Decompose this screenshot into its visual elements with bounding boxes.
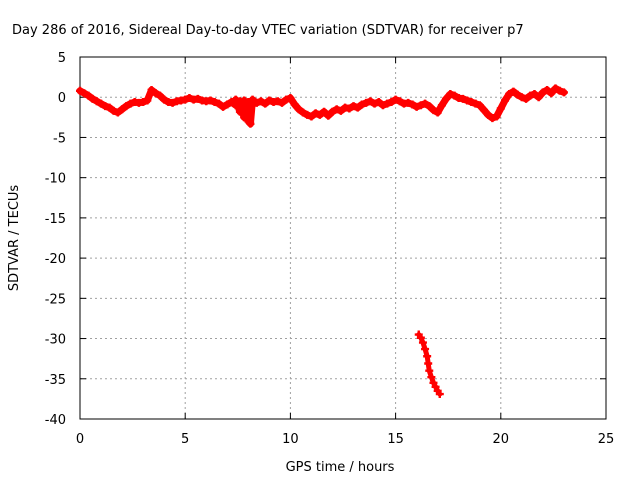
x-tick-label: 15 (387, 432, 404, 447)
y-tick-label: -40 (45, 413, 66, 428)
data-points (76, 84, 568, 399)
y-axis-label: SDTVAR / TECUs (7, 185, 22, 292)
grid-lines (80, 57, 606, 419)
y-tick-label: 5 (58, 51, 66, 66)
data-band-main (76, 84, 568, 128)
x-tick-label: 20 (493, 432, 510, 447)
y-tick-label: -15 (45, 212, 66, 227)
x-tick-label: 25 (598, 432, 615, 447)
y-tick-label: -10 (45, 172, 66, 187)
x-tick-label: 5 (181, 432, 189, 447)
plot-frame (79, 56, 607, 420)
chart-title: Day 286 of 2016, Sidereal Day-to-day VTE… (12, 23, 524, 38)
x-axis-ticks: 0 5 10 15 20 25 (76, 57, 614, 447)
y-tick-label: 0 (58, 91, 66, 106)
y-tick-label: -30 (45, 333, 66, 348)
x-tick-label: 0 (76, 432, 84, 447)
data-band-low (416, 332, 443, 397)
y-tick-label: -5 (53, 131, 66, 146)
x-axis-label: GPS time / hours (286, 460, 395, 475)
y-tick-label: -35 (45, 373, 66, 388)
x-tick-label: 10 (282, 432, 299, 447)
y-axis-ticks: 5 0 -5 -10 -15 -20 -25 -30 -35 -40 (45, 51, 606, 428)
y-tick-label: -25 (45, 292, 66, 307)
y-tick-label: -20 (45, 252, 66, 267)
